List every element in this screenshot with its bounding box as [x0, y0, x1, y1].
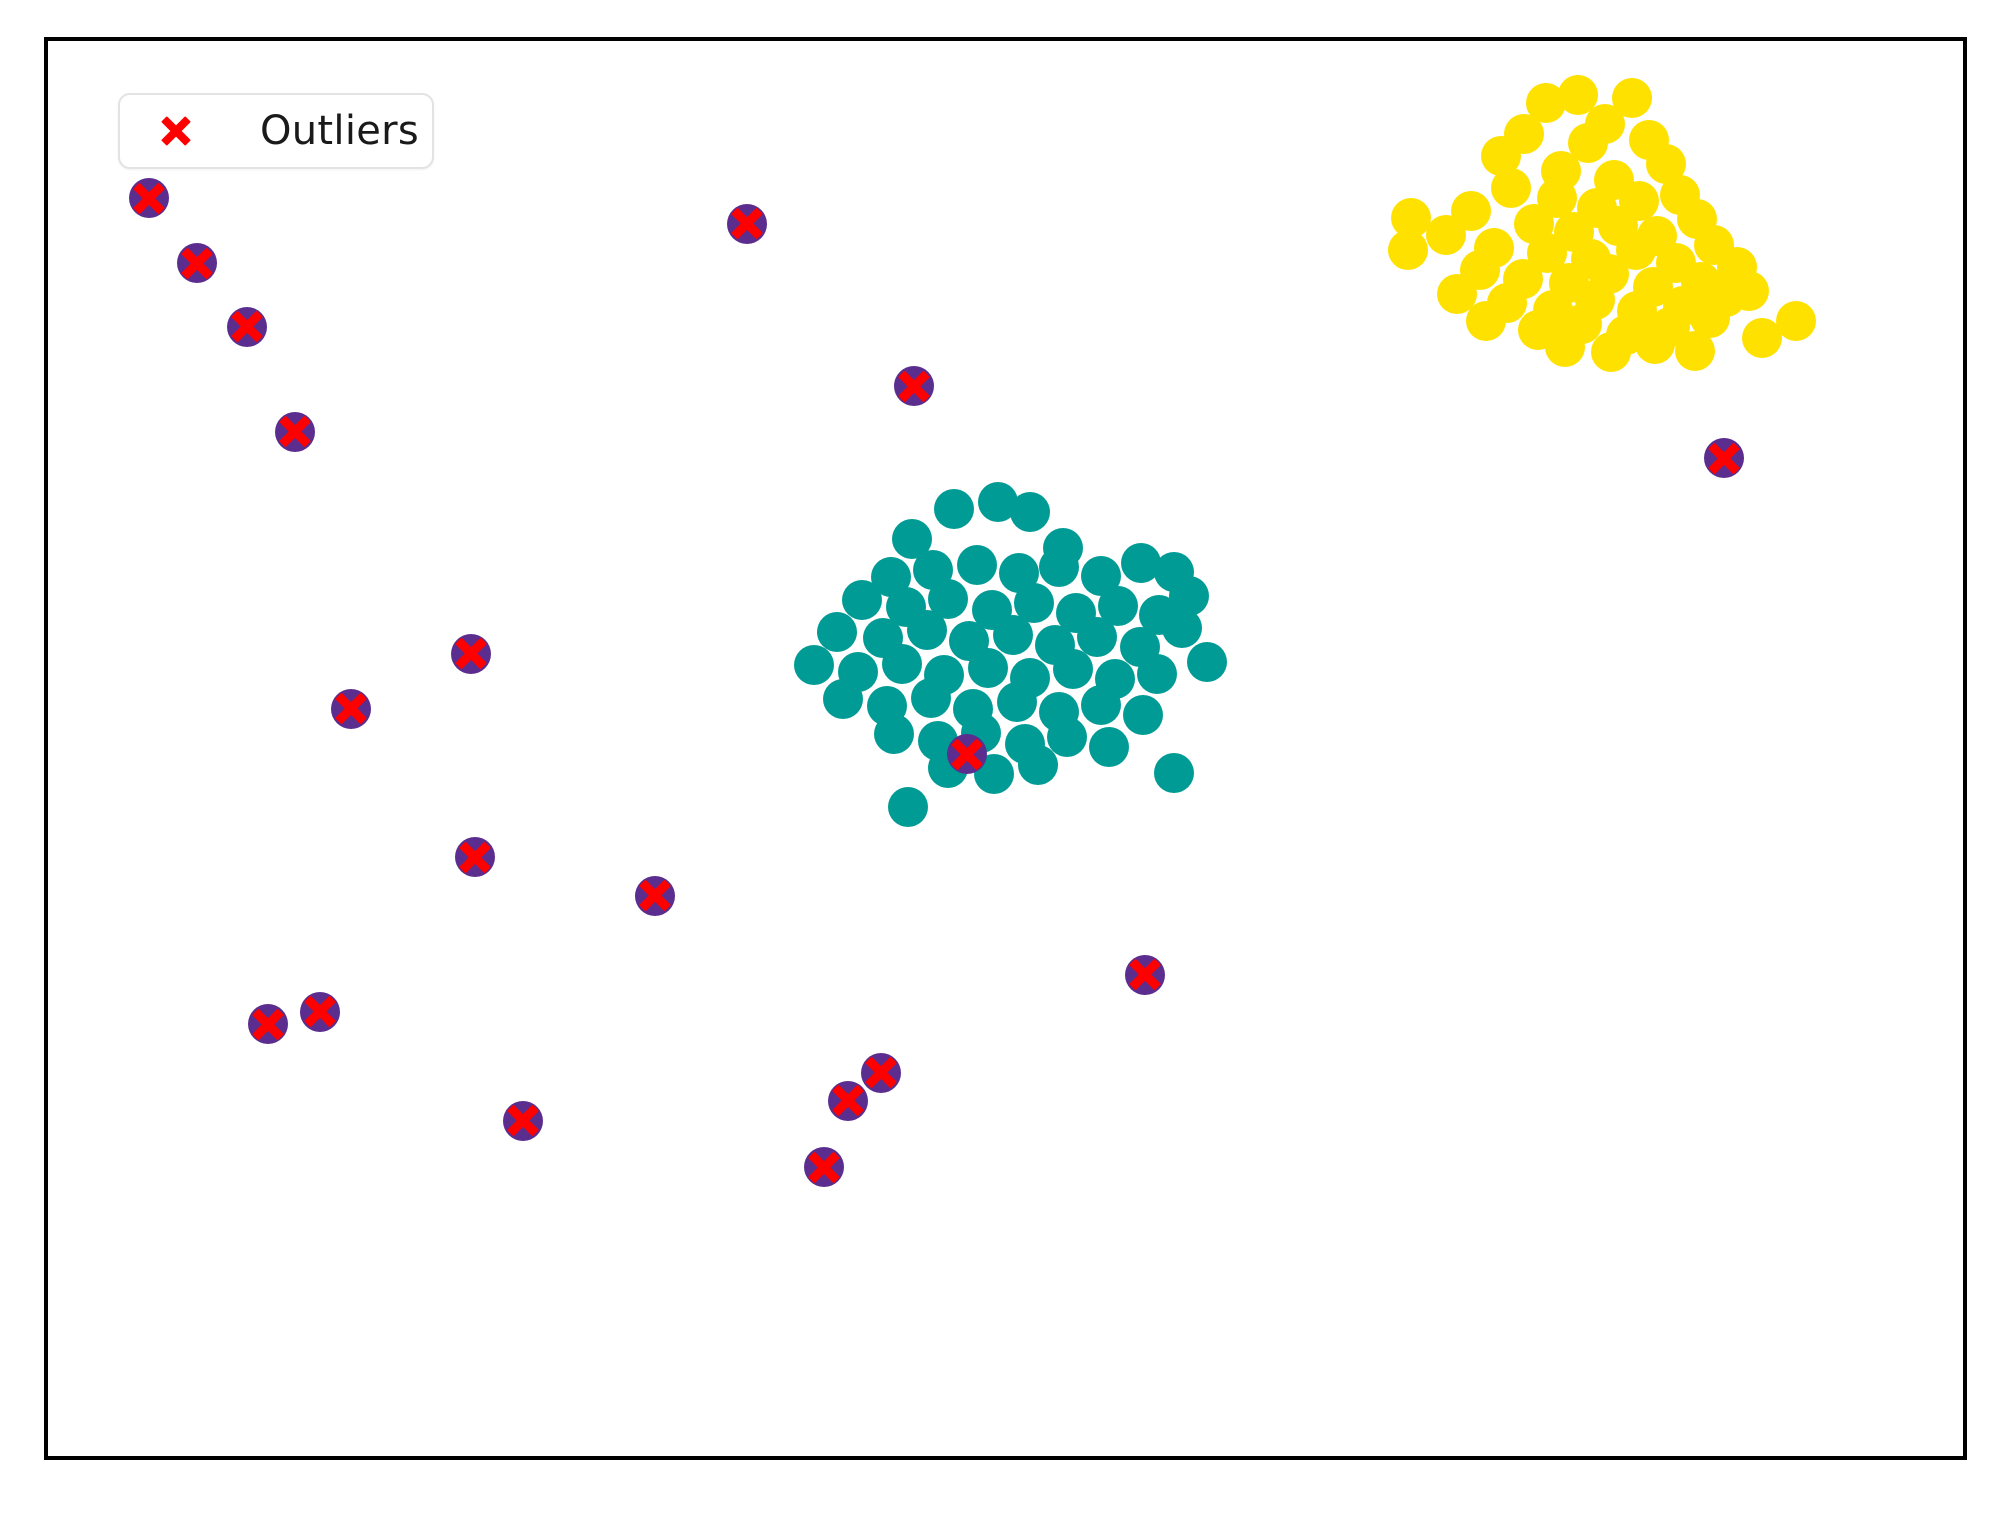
outlier-point[interactable] — [1701, 435, 1747, 481]
x-cross-icon — [1701, 435, 1747, 481]
data-point[interactable] — [1741, 318, 1782, 359]
x-cross-icon — [724, 201, 770, 247]
x-cross-icon — [328, 686, 374, 732]
x-cross-icon — [891, 363, 937, 409]
x-cross-icon — [801, 1144, 847, 1190]
data-point[interactable] — [1161, 608, 1202, 649]
data-point[interactable] — [910, 677, 951, 718]
data-point[interactable] — [1634, 323, 1675, 364]
outlier-point[interactable] — [801, 1144, 847, 1190]
x-cross-icon — [224, 304, 270, 350]
data-point[interactable] — [1611, 77, 1652, 118]
x-cross-icon — [154, 109, 198, 153]
data-point[interactable] — [1010, 492, 1051, 533]
data-point[interactable] — [822, 678, 863, 719]
x-cross-icon — [632, 873, 678, 919]
data-point[interactable] — [1387, 230, 1428, 271]
data-point[interactable] — [1674, 330, 1715, 371]
data-point[interactable] — [1077, 616, 1118, 657]
data-point[interactable] — [906, 609, 947, 650]
data-point[interactable] — [874, 714, 915, 755]
data-point[interactable] — [993, 615, 1034, 656]
outlier-point[interactable] — [448, 631, 494, 677]
data-point[interactable] — [1776, 301, 1817, 342]
data-point[interactable] — [1466, 301, 1507, 342]
data-point[interactable] — [996, 681, 1037, 722]
data-point[interactable] — [887, 786, 928, 827]
data-point[interactable] — [1088, 727, 1129, 768]
outlier-point[interactable] — [858, 1050, 904, 1096]
data-point[interactable] — [1052, 649, 1093, 690]
plot-axes-frame: Outliers — [44, 37, 1967, 1460]
outlier-point[interactable] — [724, 201, 770, 247]
outlier-point[interactable] — [328, 686, 374, 732]
data-point[interactable] — [1154, 752, 1195, 793]
outlier-point[interactable] — [297, 989, 343, 1035]
outlier-point[interactable] — [944, 731, 990, 777]
outlier-point[interactable] — [245, 1001, 291, 1047]
x-cross-icon — [1122, 952, 1168, 998]
outlier-point[interactable] — [632, 873, 678, 919]
outlier-point[interactable] — [825, 1078, 871, 1124]
outlier-point[interactable] — [891, 363, 937, 409]
data-point[interactable] — [1046, 717, 1087, 758]
x-cross-icon — [448, 631, 494, 677]
plot-canvas — [48, 41, 1963, 1456]
x-cross-icon — [297, 989, 343, 1035]
legend[interactable]: Outliers — [118, 93, 434, 169]
outlier-point[interactable] — [500, 1098, 546, 1144]
data-point[interactable] — [1544, 326, 1585, 367]
data-point[interactable] — [1081, 684, 1122, 725]
x-cross-icon — [944, 731, 990, 777]
outlier-point[interactable] — [126, 175, 172, 221]
x-cross-icon — [272, 409, 318, 455]
data-point[interactable] — [1136, 653, 1177, 694]
data-point[interactable] — [1123, 694, 1164, 735]
data-point[interactable] — [968, 647, 1009, 688]
data-point[interactable] — [933, 489, 974, 530]
data-point[interactable] — [1728, 271, 1769, 312]
x-cross-icon — [245, 1001, 291, 1047]
data-point[interactable] — [1425, 214, 1466, 255]
x-cross-icon — [825, 1078, 871, 1124]
data-point[interactable] — [841, 579, 882, 620]
data-point[interactable] — [1590, 332, 1631, 373]
x-cross-icon — [174, 240, 220, 286]
outlier-point[interactable] — [1122, 952, 1168, 998]
outlier-point[interactable] — [174, 240, 220, 286]
data-point[interactable] — [1039, 547, 1080, 588]
outlier-point[interactable] — [224, 304, 270, 350]
data-point[interactable] — [1186, 642, 1227, 683]
x-cross-icon — [500, 1098, 546, 1144]
data-point[interactable] — [794, 645, 834, 685]
x-cross-icon — [452, 834, 498, 880]
data-point[interactable] — [956, 544, 997, 585]
x-cross-icon — [126, 175, 172, 221]
data-point[interactable] — [1491, 168, 1532, 209]
outlier-point[interactable] — [272, 409, 318, 455]
data-point[interactable] — [1018, 745, 1059, 786]
legend-label-outliers: Outliers — [260, 108, 420, 154]
data-point[interactable] — [816, 612, 857, 653]
outlier-point[interactable] — [452, 834, 498, 880]
data-point[interactable] — [882, 643, 923, 684]
